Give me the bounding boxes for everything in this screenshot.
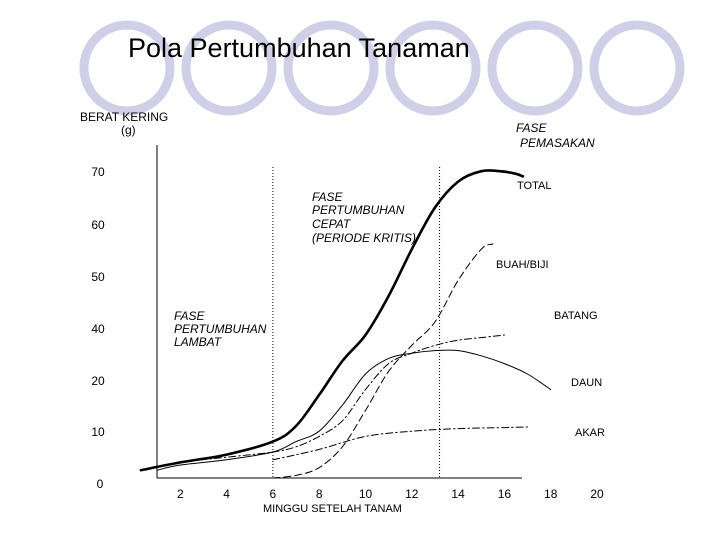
series-lines (139, 169, 552, 479)
x-tick-label: 2 (177, 487, 184, 501)
series-label-batang: BATANG (554, 310, 598, 322)
series-line-batang (156, 334, 505, 469)
phase-slow-label-3: LAMBAT (174, 335, 223, 349)
y-tick-label: 40 (91, 322, 105, 336)
phase-fast-label-4: (PERIODE KRITIS) (312, 231, 416, 245)
y-tick-label: 50 (91, 270, 105, 284)
phase-fast-label-2: PERTUMBUHAN (312, 203, 405, 217)
deco-circle (79, 20, 175, 116)
y-axis-label-line1: BERAT KERING (80, 110, 168, 124)
phase-fast-label-1: FASE (312, 190, 343, 204)
x-tick-label: 6 (270, 487, 277, 501)
x-tick-label: 4 (223, 487, 230, 501)
phase-mature-label-1: FASE (516, 121, 547, 135)
y-tick-label: 0 (97, 477, 104, 491)
x-tick-label: 16 (498, 487, 512, 501)
series-label-daun: DAUN (571, 377, 602, 389)
y-tick-label: 60 (91, 218, 105, 232)
slide-title: Pola Pertumbuhan Tanaman (128, 33, 470, 63)
series-line-total (139, 169, 525, 472)
deco-circle (385, 20, 481, 116)
phase-fast-label-3: CEPAT (312, 217, 352, 231)
y-tick-label: 70 (91, 165, 105, 179)
x-tick-label: 10 (359, 487, 373, 501)
x-tick-label: 14 (451, 487, 465, 501)
x-axis-label: MINGGU SETELAH TANAM (263, 503, 402, 515)
series-label-total: TOTAL (517, 180, 551, 192)
series-label-akar: AKAR (575, 427, 605, 439)
deco-circle (487, 20, 583, 116)
x-tick-label: 18 (544, 487, 558, 501)
series-line-daun (156, 349, 552, 471)
x-tick-labels: 2 4 6 8 10 12 14 16 18 20 (177, 487, 604, 501)
y-tick-label: 20 (91, 374, 105, 388)
phase-mature-label-2: PEMASAKAN (520, 136, 595, 150)
deco-circle (181, 20, 277, 116)
x-tick-label: 20 (590, 487, 604, 501)
deco-circle (589, 20, 685, 116)
y-tick-label: 10 (91, 425, 105, 439)
series-label-buah-biji: BUAH/BIJI (496, 259, 549, 271)
x-tick-label: 12 (405, 487, 419, 501)
series-line-buah-biji (272, 243, 494, 479)
chart-axes (156, 145, 522, 479)
phase-slow-label-1: FASE (174, 309, 205, 323)
phase-slow-label-2: PERTUMBUHAN (174, 322, 267, 336)
deco-circle (283, 20, 379, 116)
y-axis-label-line2: (g) (121, 123, 136, 137)
x-tick-label: 8 (316, 487, 323, 501)
series-line-akar (272, 426, 528, 461)
phase-dividers (272, 167, 441, 478)
